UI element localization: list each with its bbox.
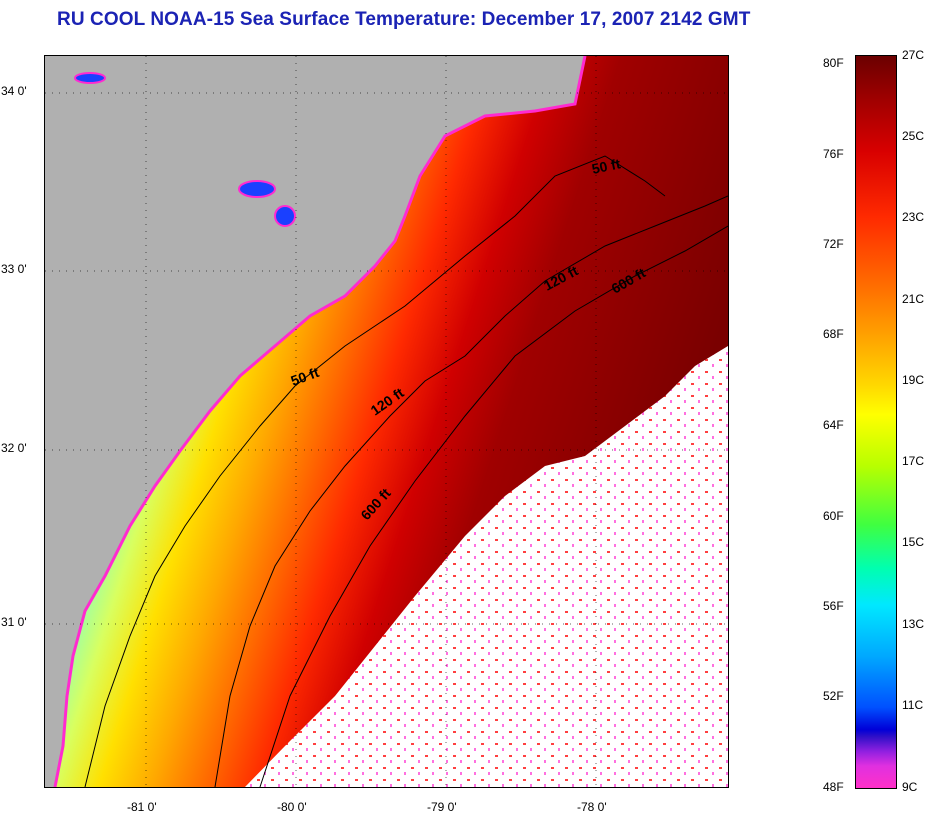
colorbar-f-label: 56F xyxy=(823,599,844,613)
colorbar-c-label: 11C xyxy=(902,698,924,712)
colorbar-f-label: 60F xyxy=(823,509,844,523)
colorbar-f-label: 80F xyxy=(823,56,844,70)
lat-label: 34 0' xyxy=(1,84,27,98)
colorbar-c-label: 21C xyxy=(902,292,925,306)
colorbar-c-label: 25C xyxy=(902,129,925,143)
colorbar-f-label: 48F xyxy=(823,780,844,794)
colorbar-c-label: 27C xyxy=(902,48,925,62)
colorbar-c-label: 9C xyxy=(902,780,918,794)
temperature-colorbar xyxy=(855,55,897,789)
colorbar-f-label: 76F xyxy=(823,147,844,161)
lat-label: 33 0' xyxy=(1,262,27,276)
isobath-600ft xyxy=(259,225,728,787)
lat-label: 32 0' xyxy=(1,441,27,455)
colorbar-f-label: 52F xyxy=(823,689,844,703)
lake xyxy=(74,72,106,84)
lon-label: -79 0' xyxy=(427,800,457,814)
colorbar-f-label: 68F xyxy=(823,327,844,341)
lon-label: -81 0' xyxy=(127,800,157,814)
isobath-50ft xyxy=(84,155,666,787)
lon-label: -80 0' xyxy=(277,800,307,814)
colorbar-c-label: 23C xyxy=(902,210,925,224)
cloud-area xyxy=(245,346,728,787)
isobath-label-50ft-north: 50 ft xyxy=(590,155,622,177)
colorbar-f-label: 64F xyxy=(823,418,844,432)
page-title: RU COOL NOAA-15 Sea Surface Temperature:… xyxy=(57,9,751,30)
colorbar-f-label: 72F xyxy=(823,237,844,251)
graticule xyxy=(45,56,728,787)
colorbar-c-label: 13C xyxy=(902,617,925,631)
colorbar-c-label: 19C xyxy=(902,373,925,387)
lake xyxy=(238,180,276,198)
coastline xyxy=(53,56,587,787)
sst-map: 50 ft 120 ft 600 ft 50 ft 120 ft 600 ft xyxy=(44,55,729,788)
sst-map-graphic: 50 ft 120 ft 600 ft 50 ft 120 ft 600 ft xyxy=(45,56,728,787)
colorbar-c-label: 15C xyxy=(902,535,925,549)
lon-label: -78 0' xyxy=(577,800,607,814)
lake xyxy=(274,205,296,227)
isobath-120ft xyxy=(214,195,728,787)
colorbar-c-label: 17C xyxy=(902,454,925,468)
lat-label: 31 0' xyxy=(1,615,27,629)
